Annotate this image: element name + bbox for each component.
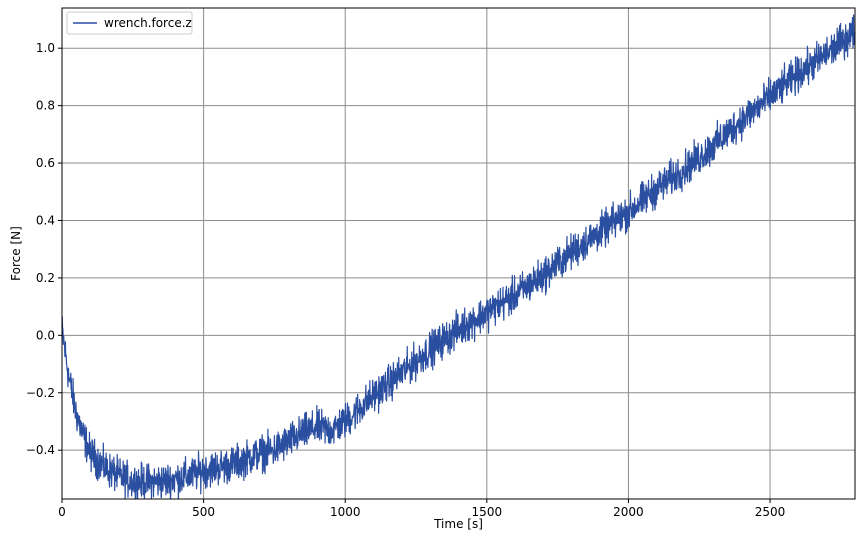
y-tick-label: 1.0 [36, 41, 55, 55]
legend-box [66, 11, 193, 35]
series-layer [61, 14, 856, 500]
y-axis-label: Force [N] [9, 226, 23, 281]
series-line-wrench-force-z [61, 14, 856, 500]
y-tick-label: 0.6 [36, 156, 55, 170]
grid-lines [61, 8, 855, 499]
y-tick-label: 0.0 [36, 328, 55, 342]
legend-label-wrench-force-z: wrench.force.z [104, 16, 192, 30]
x-tick-label: 2500 [755, 505, 786, 519]
x-tick-label: 0 [58, 505, 66, 519]
x-tick-label: 500 [192, 505, 215, 519]
legend: wrench.force.z [66, 11, 193, 35]
x-axis-label: Time [s] [433, 517, 483, 531]
x-tick-label: 1500 [472, 505, 503, 519]
x-tick-label: 2000 [613, 505, 644, 519]
y-tick-label: −0.2 [26, 386, 55, 400]
y-tick-label: 0.2 [36, 271, 55, 285]
y-tick-label: 0.4 [36, 213, 55, 227]
x-axis-ticks: 0 500 1000 1500 2000 2500 [58, 499, 785, 519]
y-tick-label: 0.8 [36, 99, 55, 113]
y-axis-ticks: −0.4 −0.2 0.0 0.2 0.4 0.6 0.8 1.0 [26, 41, 62, 457]
x-tick-label: 1000 [330, 505, 361, 519]
plot-frame [61, 7, 856, 500]
y-tick-label: −0.4 [26, 443, 55, 457]
